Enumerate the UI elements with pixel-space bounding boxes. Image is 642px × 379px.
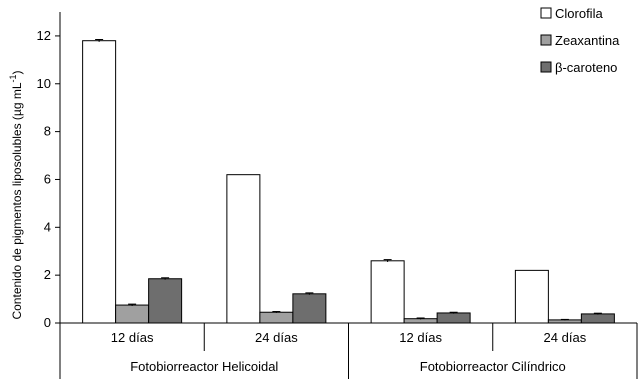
y-axis-label-superscript: -1: [8, 74, 18, 82]
legend-swatch: [540, 61, 552, 73]
legend-label: Zeaxantina: [555, 33, 620, 48]
labels: 0 2 4 6 8 10 12 12 días 24 días 12 días 24 días Fot…: [37, 28, 587, 374]
y-tick-label: 6: [44, 171, 51, 186]
legend-label: β-caroteno: [555, 60, 617, 75]
group-label: Fotobiorreactor Cilíndrico: [420, 359, 566, 374]
bar: [292, 293, 327, 324]
category-label: 12 días: [111, 330, 154, 345]
legend-label: Clorofila: [555, 6, 603, 21]
bar: [259, 311, 294, 324]
group-label: Fotobiorreactor Helicoidal: [130, 359, 278, 374]
category-label: 24 días: [544, 330, 587, 345]
y-axis-label-text: Contenido de pigmentos liposolubles (µg …: [10, 82, 24, 319]
y-tick-label: 12: [37, 28, 51, 43]
y-tick-label: 8: [44, 124, 51, 139]
category-label: 12 días: [399, 330, 442, 345]
y-axis-label-close: ): [10, 70, 24, 74]
y-tick-label: 4: [44, 219, 51, 234]
y-tick-label: 2: [44, 267, 51, 282]
bars: [82, 39, 615, 324]
y-tick-label: 0: [44, 315, 51, 330]
bar: [436, 312, 471, 324]
bar: [226, 174, 261, 324]
category-label: 24 días: [255, 330, 298, 345]
legend-swatch: [540, 34, 552, 46]
bar: [580, 313, 615, 324]
bar: [115, 304, 150, 324]
bar: [148, 278, 183, 324]
bar: [370, 260, 405, 324]
legend-swatch: [540, 7, 552, 19]
bar: [514, 269, 549, 324]
y-axis-label: Contenido de pigmentos liposolubles (µg …: [8, 70, 24, 319]
y-tick-label: 10: [37, 76, 51, 91]
bar: [82, 40, 117, 324]
legend: Clorofila Zeaxantina β-caroteno: [540, 6, 620, 75]
